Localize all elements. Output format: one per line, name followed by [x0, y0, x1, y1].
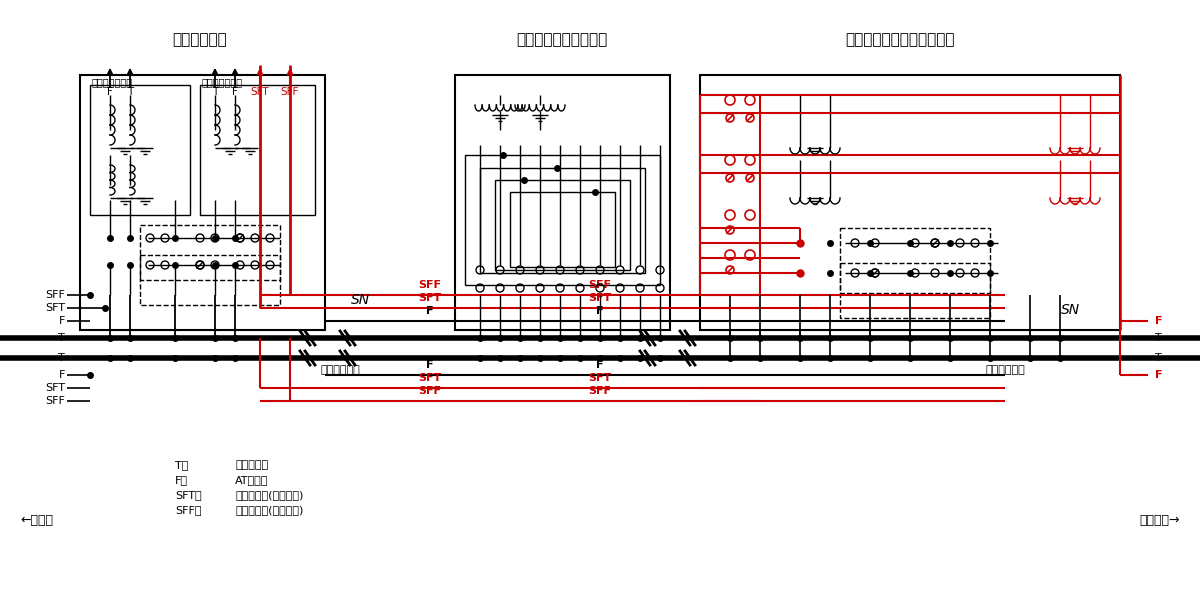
Text: F: F [232, 87, 238, 97]
Text: T: T [1154, 333, 1162, 343]
Text: SFT：: SFT： [175, 490, 202, 500]
Text: F: F [596, 360, 604, 370]
Text: トロリー線: トロリー線 [235, 460, 268, 470]
Text: SFF: SFF [46, 396, 65, 406]
Text: F: F [426, 360, 433, 370]
Bar [700, 75, 1120, 330]
Text: SFT: SFT [588, 293, 612, 303]
Text: SFF: SFF [281, 87, 299, 97]
Text: SFT: SFT [46, 303, 65, 313]
Text: SFF: SFF [588, 386, 612, 396]
Bar [455, 75, 670, 330]
Text: F：: F： [175, 475, 188, 485]
Bar [510, 192, 616, 267]
Bar [496, 180, 630, 270]
Bar [140, 225, 280, 280]
Text: SFT: SFT [419, 373, 442, 383]
Bar [480, 168, 646, 273]
Text: SFF: SFF [46, 290, 65, 300]
Text: T: T [212, 87, 218, 97]
Text: 補助き電線(き電線側): 補助き電線(き電線側) [235, 505, 304, 515]
Text: SFF: SFF [419, 280, 442, 290]
Bar [840, 228, 990, 293]
Bar [90, 85, 190, 215]
Bar [140, 255, 280, 305]
Text: F: F [596, 306, 604, 316]
Text: SN: SN [1061, 303, 1080, 317]
Bar [840, 263, 990, 318]
Text: T: T [59, 353, 65, 363]
Bar [466, 155, 660, 285]
Text: F: F [59, 316, 65, 326]
Text: 中セクション: 中セクション [320, 365, 360, 375]
Text: T: T [59, 333, 65, 343]
Text: SFT: SFT [46, 383, 65, 393]
Text: 中セクション: 中セクション [985, 365, 1025, 375]
Text: ←博多方: ←博多方 [20, 514, 53, 527]
Text: 新姫路変電所: 新姫路変電所 [173, 32, 227, 47]
Text: ATき電線: ATき電線 [235, 475, 269, 485]
Text: T: T [127, 87, 133, 97]
Bar [200, 85, 314, 215]
Text: SFF: SFF [588, 280, 612, 290]
Text: T: T [1154, 353, 1162, 363]
Text: き電用変圧器へ: き電用変圧器へ [92, 77, 133, 87]
Text: T：: T： [175, 460, 188, 470]
Text: SFF：: SFF： [175, 505, 202, 515]
Text: SFT: SFT [251, 87, 269, 97]
Text: F: F [107, 87, 113, 97]
Text: SN: SN [350, 293, 370, 307]
Text: き電用変圧器へ: き電用変圧器へ [202, 77, 244, 87]
Text: 新御着補助き電区分所: 新御着補助き電区分所 [516, 32, 607, 47]
Text: 新大阪方→: 新大阪方→ [1140, 514, 1180, 527]
Text: SFF: SFF [419, 386, 442, 396]
Text: SFT: SFT [419, 293, 442, 303]
Text: 新加古川補助き電線開閉所: 新加古川補助き電線開閉所 [845, 32, 955, 47]
Text: F: F [426, 306, 433, 316]
Text: 補助き電線(電車線側): 補助き電線(電車線側) [235, 490, 304, 500]
Text: SFT: SFT [588, 373, 612, 383]
Text: F: F [1154, 370, 1163, 380]
Text: F: F [59, 370, 65, 380]
Text: F: F [1154, 316, 1163, 326]
Bar [80, 75, 325, 330]
